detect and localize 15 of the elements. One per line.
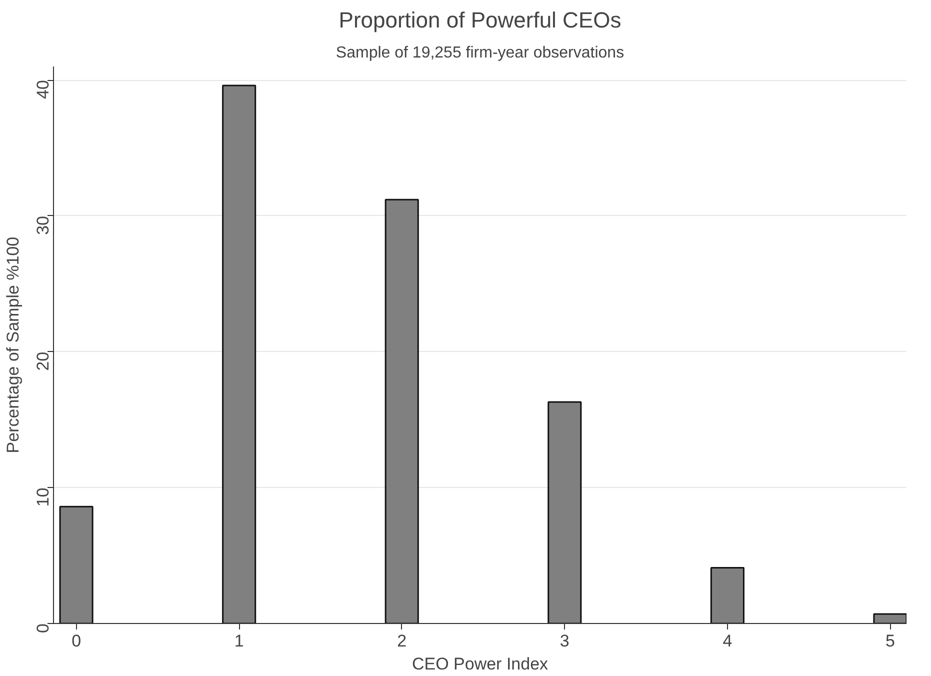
x-axis-title: CEO Power Index: [412, 654, 549, 674]
chart-title: Proportion of Powerful CEOs: [338, 8, 622, 32]
x-tick-label: 2: [397, 632, 407, 650]
x-tick-label: 3: [560, 632, 570, 650]
y-tick-label: 40: [34, 80, 52, 99]
y-axis-title: Percentage of Sample %100: [4, 236, 22, 454]
y-tick-label: 20: [34, 352, 52, 371]
x-tick-label: 5: [885, 632, 895, 650]
x-tick-label: 1: [234, 632, 244, 650]
y-tick-label: 0: [34, 623, 52, 633]
y-tick-label: 30: [34, 216, 52, 235]
chart-subtitle: Sample of 19,255 firm-year observations: [336, 44, 624, 62]
x-tick-label: 4: [722, 632, 732, 650]
x-tick-label: 0: [72, 632, 82, 650]
y-tick-label: 10: [34, 488, 52, 507]
